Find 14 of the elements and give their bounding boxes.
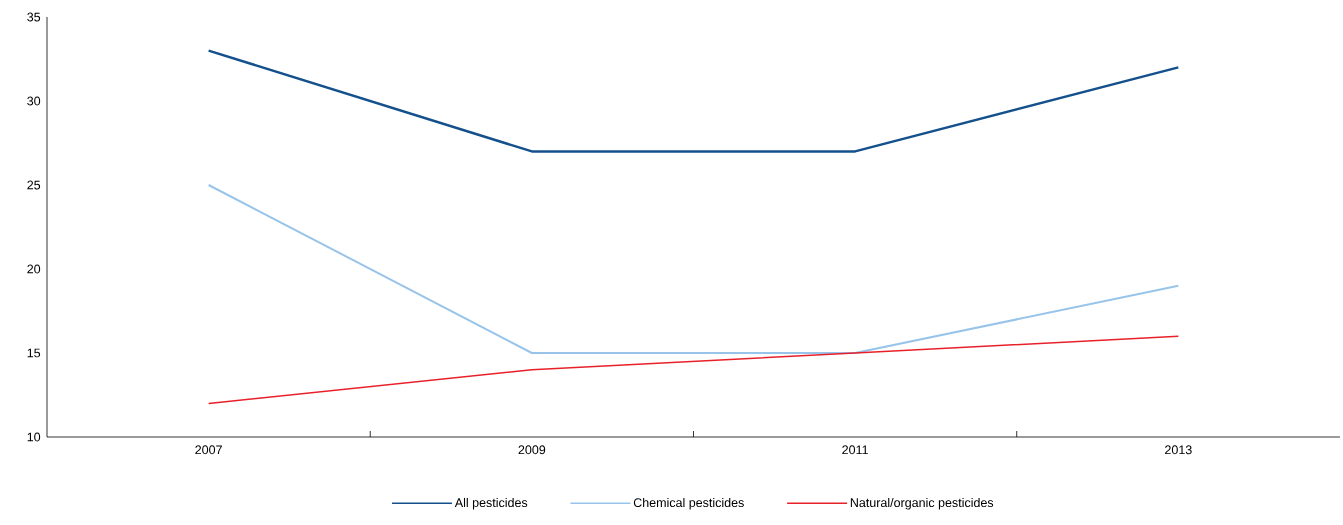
y-tick-label: 15 [27, 348, 41, 358]
y-tick-label: 20 [27, 264, 41, 274]
y-tick-label: 10 [27, 432, 41, 442]
legend-label: Natural/organic pesticides [850, 497, 994, 510]
x-tick-label: 2007 [195, 445, 222, 455]
x-tick-label: 2013 [1165, 445, 1192, 455]
y-tick-label: 35 [27, 12, 41, 22]
legend-label: All pesticides [454, 497, 528, 510]
y-tick-label: 30 [27, 96, 41, 106]
x-tick-label: 2011 [842, 445, 868, 455]
y-tick-label: 25 [27, 180, 41, 190]
x-tick-label: 2009 [518, 445, 546, 455]
line-series [207, 335, 1180, 405]
legend-label: Chemical pesticides [633, 497, 744, 510]
